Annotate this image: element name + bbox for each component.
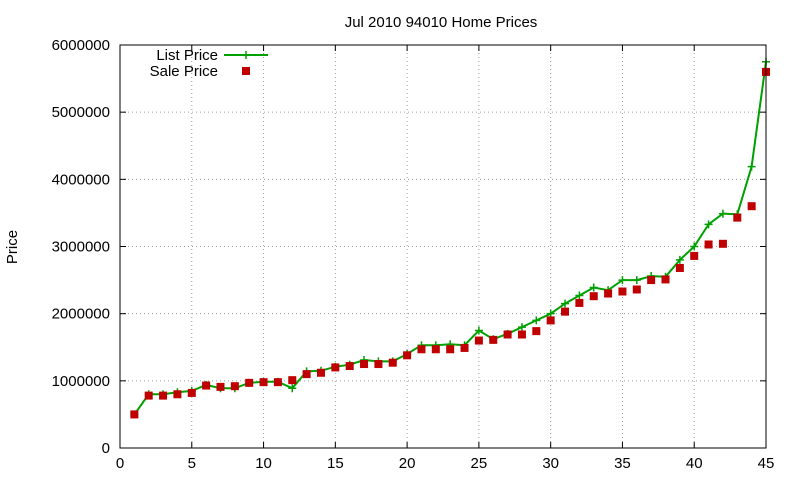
data-point — [302, 370, 311, 379]
data-point — [360, 360, 369, 369]
data-point — [489, 335, 498, 344]
data-point — [245, 378, 254, 387]
x-tick-label: 15 — [327, 455, 344, 472]
data-point — [216, 382, 225, 391]
legend-entry-list-price: List Price — [156, 47, 268, 64]
data-point — [718, 239, 727, 248]
y-tick-label: 2000000 — [52, 306, 110, 323]
data-point — [460, 343, 469, 352]
tick-labels: 0 5 10 15 20 25 30 35 40 45 0 1000000 2000000 3000000… — [52, 37, 775, 472]
data-point — [517, 323, 526, 332]
x-tick-label: 30 — [542, 455, 559, 472]
data-point — [546, 309, 555, 318]
data-point — [316, 368, 325, 377]
data-point — [230, 382, 239, 391]
data-point — [546, 316, 555, 325]
data-point — [575, 291, 584, 300]
data-point — [647, 276, 656, 285]
legend-marker-sale-price — [242, 67, 250, 75]
x-tick-label: 0 — [116, 455, 124, 472]
data-point — [675, 255, 684, 264]
legend-entry-sale-price: Sale Price — [150, 63, 250, 80]
series-sale-price — [130, 67, 770, 419]
x-tick-label: 35 — [614, 455, 631, 472]
y-tick-label: 6000000 — [52, 37, 110, 54]
data-point — [618, 276, 627, 285]
legend-label-list-price: List Price — [156, 47, 218, 64]
data-point — [474, 326, 483, 335]
y-tick-label: 3000000 — [52, 239, 110, 256]
chart-title: Jul 2010 94010 Home Prices — [345, 14, 538, 31]
data-point — [690, 242, 699, 251]
data-point — [575, 298, 584, 307]
data-point — [187, 388, 196, 397]
y-tick-label: 4000000 — [52, 171, 110, 188]
data-point — [431, 345, 440, 354]
data-point — [173, 390, 182, 399]
data-point — [618, 287, 627, 296]
data-point — [345, 362, 354, 371]
data-point — [532, 327, 541, 336]
data-point — [417, 345, 426, 354]
data-point — [675, 263, 684, 272]
data-point — [374, 360, 383, 369]
data-point — [273, 378, 282, 387]
data-point — [589, 292, 598, 301]
y-tick-label: 1000000 — [52, 373, 110, 390]
x-tick-label: 40 — [686, 455, 703, 472]
data-point — [604, 289, 613, 298]
x-tick-label: 10 — [255, 455, 272, 472]
data-point — [130, 410, 139, 419]
data-point — [532, 316, 541, 325]
axis-ticks — [119, 44, 767, 449]
data-point — [747, 162, 756, 171]
x-tick-label: 20 — [399, 455, 416, 472]
data-point — [661, 275, 670, 284]
data-point — [474, 336, 483, 345]
data-point — [202, 381, 211, 390]
x-tick-label: 25 — [471, 455, 488, 472]
legend-marker-list-price — [242, 51, 250, 59]
data-point — [589, 283, 598, 292]
data-point — [503, 330, 512, 339]
data-point — [632, 285, 641, 294]
data-point — [159, 391, 168, 400]
data-series — [130, 57, 770, 419]
data-point — [733, 213, 742, 222]
data-point — [704, 220, 713, 229]
data-point — [517, 330, 526, 339]
data-point — [446, 345, 455, 354]
series-line — [133, 61, 767, 415]
data-point — [403, 351, 412, 360]
data-point — [747, 202, 756, 211]
y-axis-label: Price — [4, 230, 21, 264]
data-point — [561, 307, 570, 316]
plot-border — [119, 44, 767, 449]
data-point — [690, 251, 699, 260]
data-point — [259, 378, 268, 387]
data-point — [632, 276, 641, 285]
data-point — [388, 358, 397, 367]
y-tick-label: 0 — [102, 440, 110, 457]
data-point — [704, 240, 713, 249]
x-tick-label: 45 — [758, 455, 775, 472]
data-point — [561, 299, 570, 308]
x-tick-label: 5 — [188, 455, 196, 472]
legend-label-sale-price: Sale Price — [150, 63, 218, 80]
y-tick-label: 5000000 — [52, 104, 110, 121]
data-point — [144, 391, 153, 400]
data-point — [331, 363, 340, 372]
data-point — [288, 384, 297, 393]
data-point — [288, 376, 297, 385]
series-list-price — [130, 57, 770, 419]
data-point — [718, 209, 727, 218]
legend: List Price Sale Price — [150, 47, 268, 80]
